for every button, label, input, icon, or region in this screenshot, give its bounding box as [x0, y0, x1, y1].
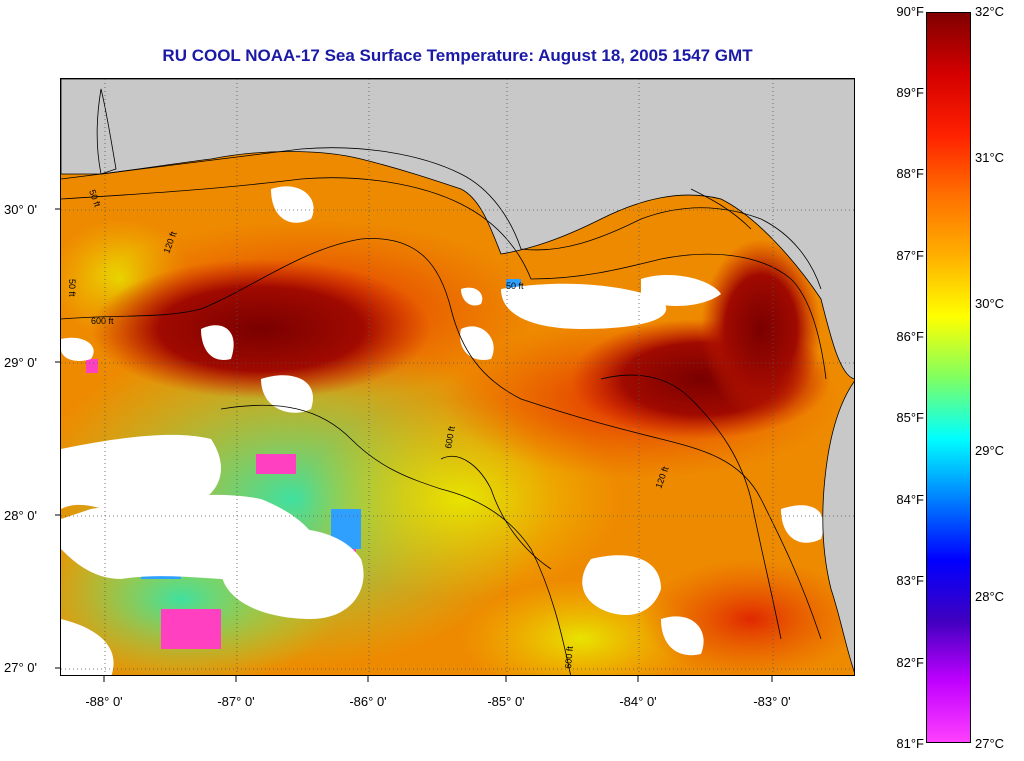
contour-label: 50 ft [67, 279, 77, 297]
colorbar-c-label: 27°C [975, 736, 1005, 751]
contour-label: 600 ft [563, 645, 575, 669]
lon-label-87: -87° 0' [217, 694, 255, 709]
colorbar-c-label: 32°C [975, 4, 1005, 19]
land-mobile-bay [96, 88, 117, 175]
colorbar-f-label: 87°F [896, 248, 924, 263]
contour-label: 600 ft [443, 425, 457, 449]
lat-label-30: 30° 0' [4, 202, 37, 217]
lon-label-83: -83° 0' [753, 694, 791, 709]
colorbar-f-label: 84°F [896, 492, 924, 507]
lon-label-85: -85° 0' [487, 694, 525, 709]
cloud-areas [61, 186, 824, 675]
colorbar-c-label: 28°C [975, 589, 1005, 604]
lat-label-28: 28° 0' [4, 508, 37, 523]
colorbar-f-label: 88°F [896, 166, 924, 181]
lon-label-84: -84° 0' [619, 694, 657, 709]
contour-label: 600 ft [91, 316, 114, 326]
lon-label-86: -86° 0' [349, 694, 387, 709]
colorbar-f-label: 89°F [896, 85, 924, 100]
lat-label-29: 29° 0' [4, 355, 37, 370]
map-title: RU COOL NOAA-17 Sea Surface Temperature:… [162, 46, 753, 65]
sst-map: 50 ft 50 ft 120 ft 600 ft 600 ft 600 ft … [60, 78, 855, 676]
hot-water-coast [701, 239, 821, 419]
lat-label-27: 27° 0' [4, 660, 37, 675]
contour-label: 50 ft [506, 281, 524, 291]
colorbar-c-label: 31°C [975, 150, 1005, 165]
colorbar-f-label: 82°F [896, 655, 924, 670]
colorbar-f-label: 81°F [896, 736, 924, 751]
cold-patches [81, 359, 356, 649]
temperature-colorbar [926, 12, 971, 743]
hot-band-west [91, 259, 431, 399]
land-north [61, 79, 854, 379]
bathymetry-contours [61, 147, 827, 675]
land-east-coast [822, 381, 854, 673]
lon-label-88: -88° 0' [85, 694, 123, 709]
colorbar-c-label: 29°C [975, 443, 1005, 458]
colorbar-f-label: 83°F [896, 573, 924, 588]
colorbar-f-label: 90°F [896, 4, 924, 19]
map-gridlines [61, 79, 854, 675]
colorbar-c-label: 30°C [975, 296, 1005, 311]
colorbar-f-label: 85°F [896, 410, 924, 425]
colorbar-f-label: 86°F [896, 329, 924, 344]
sst-map-canvas: 50 ft 50 ft 120 ft 600 ft 600 ft 600 ft … [61, 79, 854, 675]
